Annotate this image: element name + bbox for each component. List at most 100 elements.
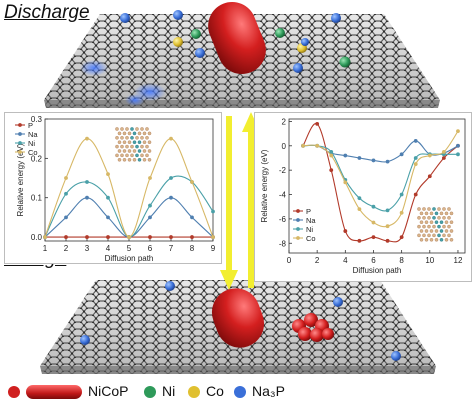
data-point-na (399, 152, 404, 157)
data-point-co (106, 172, 110, 176)
lattice-atom (120, 144, 124, 149)
x-tick-label: 4 (343, 256, 348, 265)
lattice-atom (442, 224, 446, 229)
data-point-co (385, 224, 390, 229)
lattice-atom (417, 216, 421, 220)
legend-nicop-label: NiCoP (88, 383, 129, 399)
lattice-atom (449, 238, 454, 242)
lattice-atom (130, 135, 134, 140)
series-line-na (44, 197, 214, 238)
y-axis-label: Relative energy (eV) (16, 143, 25, 216)
lattice-atom (432, 224, 436, 229)
lattice-atom (145, 127, 149, 131)
na3p-atom (80, 335, 90, 345)
data-point-na (85, 195, 89, 200)
right-energy-chart: 0 2 4 6 8 10 12 2 0 -2 -4 -6 -8 Diffusion path Relativ… (260, 117, 466, 275)
na3p-atom (120, 13, 130, 23)
y-tick-label: 2 (282, 117, 287, 126)
lattice-atom (132, 140, 137, 145)
data-point-p (357, 238, 362, 243)
data-point-p (190, 235, 194, 239)
y-axis-label: Relative energy (eV) (260, 149, 269, 222)
lattice-atom (147, 158, 152, 162)
lattice-atom (444, 238, 449, 242)
co-atom-icon (188, 386, 200, 398)
lattice-atom (127, 140, 132, 145)
lattice-atom (447, 207, 451, 211)
na3p-atom (173, 10, 183, 20)
lattice-atom (419, 229, 424, 233)
bottom-atoms (80, 281, 401, 361)
data-point-ni (371, 204, 376, 209)
data-point-p (315, 121, 320, 126)
lattice-atom (424, 238, 429, 242)
lattice-atom (449, 229, 454, 233)
data-point-na (456, 143, 460, 148)
right-chart-panel: 0 2 4 6 8 10 12 2 0 -2 -4 -6 -8 Diffusion path Relativ… (254, 112, 472, 282)
lattice-atom (140, 135, 144, 140)
lattice-atom (422, 233, 426, 238)
lattice-atom (117, 131, 122, 136)
x-axis-label: Diffusion path (353, 266, 402, 275)
data-point-co (315, 143, 320, 148)
lattice-atom (444, 229, 449, 233)
data-point-co (64, 176, 68, 180)
y-tick-label: -6 (279, 215, 287, 224)
x-tick-label: 2 (64, 244, 69, 253)
data-point-p (329, 168, 334, 173)
lattice-atom (125, 135, 129, 140)
lattice-atom (140, 144, 144, 149)
data-point-p (106, 235, 110, 239)
lattice-atom (449, 220, 454, 224)
data-point-co (190, 180, 194, 184)
legend-label-na: Na (28, 130, 38, 139)
data-point-p (385, 238, 390, 243)
right-structure-inset (417, 207, 454, 242)
lattice-atom (434, 220, 439, 224)
lattice-atom (429, 211, 434, 216)
lattice-atom (132, 158, 137, 162)
lattice-atom (137, 149, 142, 153)
data-point-ni (357, 196, 362, 201)
series-line-co (44, 138, 214, 238)
y-tick-label: 0 (282, 142, 287, 151)
x-tick-label: 0 (287, 256, 292, 265)
lattice-atom (117, 140, 122, 145)
x-tick-label: 8 (190, 244, 195, 253)
lattice-atom (127, 131, 132, 136)
data-point-na (413, 139, 418, 143)
data-point-co (127, 235, 131, 239)
data-point-ni (329, 149, 334, 154)
lattice-atom (120, 153, 124, 158)
lattice-atom (145, 135, 149, 140)
lattice-atom (135, 135, 139, 140)
legend-label-ni: Ni (306, 225, 313, 234)
data-point-p (169, 235, 173, 239)
data-point-ni (399, 192, 404, 197)
lattice-atom (427, 216, 431, 220)
lattice-atom (429, 220, 434, 224)
lattice-atom (122, 140, 127, 145)
co-atom (173, 37, 183, 47)
lattice-atom (137, 158, 142, 162)
lattice-atom (439, 229, 444, 233)
legend-marker-na (18, 132, 22, 136)
ni-atom (339, 56, 351, 68)
lattice-atom (117, 158, 122, 162)
y-tick-label: -4 (279, 191, 287, 200)
lattice-atom (424, 220, 429, 224)
lattice-atom (422, 207, 426, 211)
data-point-ni (85, 180, 89, 184)
lattice-atom (142, 140, 147, 145)
data-point-na (371, 158, 376, 163)
lattice-atom (444, 211, 449, 216)
lattice-atom (132, 149, 137, 153)
data-point-p (148, 235, 152, 239)
data-point-na (148, 215, 152, 220)
data-point-p (371, 235, 376, 240)
legend-marker-ni (296, 227, 300, 231)
ni-atom-icon (144, 386, 156, 398)
x-tick-label: 9 (211, 244, 216, 253)
nicop-ball-icon (8, 386, 20, 398)
data-point-co (413, 162, 418, 166)
